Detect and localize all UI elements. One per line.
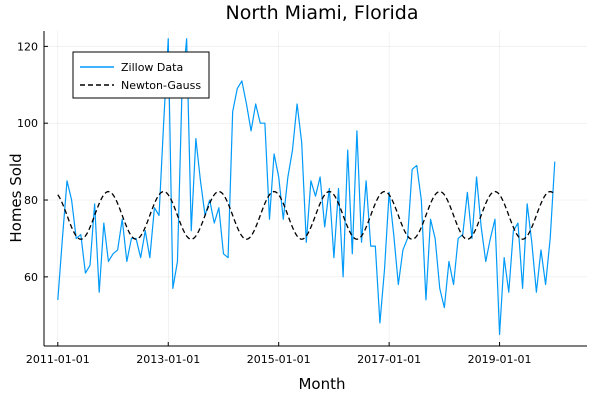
series-line-newton-gauss	[57, 190, 556, 240]
legend: Zillow Data Newton-Gauss	[72, 51, 210, 99]
chart-title: North Miami, Florida	[226, 2, 419, 24]
axes	[43, 31, 587, 347]
legend-box	[72, 51, 210, 99]
legend-label-zillow-data: Zillow Data	[121, 61, 183, 74]
y-tick-label: 80	[24, 194, 38, 207]
tick-labels: 2011-01-01 2013-01-01 2015-01-01 2017-01-01…	[17, 40, 532, 366]
legend-label-newton-gauss: Newton-Gauss	[121, 79, 201, 92]
x-tick-label: 2019-01-01	[468, 353, 532, 366]
x-tick-label: 2017-01-01	[357, 353, 421, 366]
x-tick-label: 2013-01-01	[136, 353, 200, 366]
y-tick-label: 60	[24, 271, 38, 284]
series-line-zillow-data	[57, 38, 556, 336]
series-lines	[57, 38, 556, 336]
y-axis-title: Homes Sold	[7, 153, 25, 242]
y-tick-label: 120	[17, 40, 38, 53]
y-tick-label: 100	[17, 117, 38, 130]
x-axis-title: Month	[298, 375, 345, 393]
x-tick-label: 2011-01-01	[26, 353, 90, 366]
x-tick-label: 2015-01-01	[247, 353, 311, 366]
